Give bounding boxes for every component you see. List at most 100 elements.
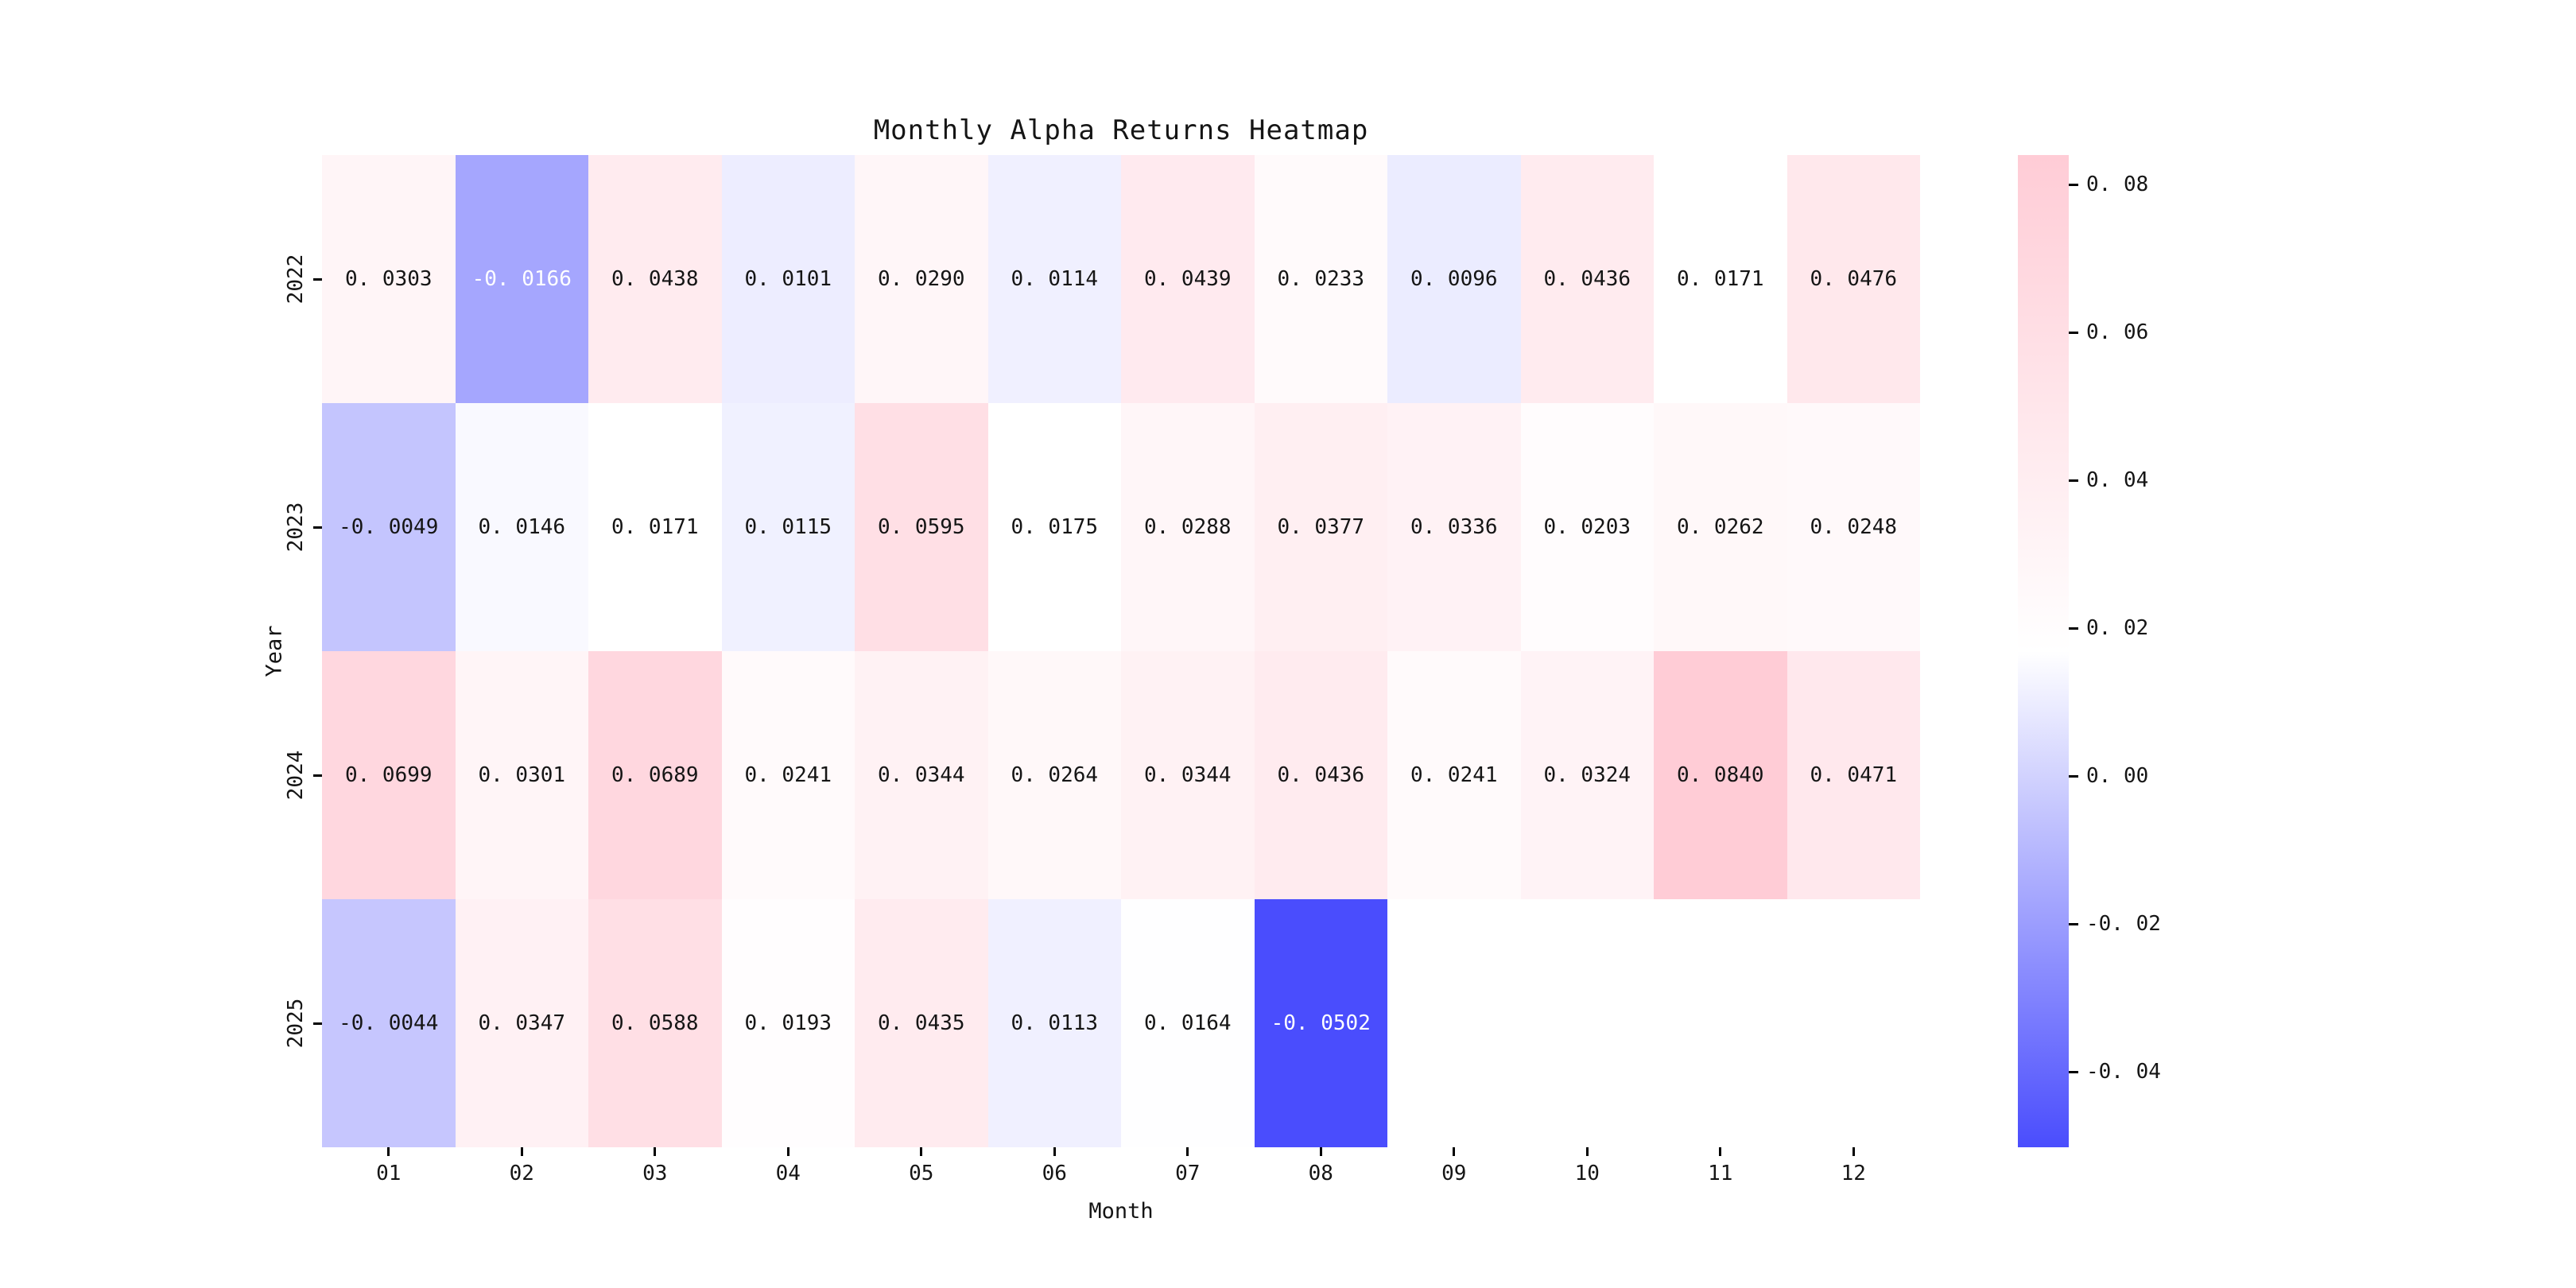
x-tick-label: 01 bbox=[376, 1162, 402, 1185]
colorbar: 0. 08 0. 06 0. 04 0. 02 0. 00 -0. 02 -0. 04 bbox=[2018, 155, 2161, 1147]
heatmap-cell: 0. 0435 bbox=[855, 899, 988, 1147]
colorbar-gradient bbox=[2018, 155, 2069, 1147]
heatmap-cell: 0. 0096 bbox=[1387, 155, 1521, 403]
heatmap-cell: 0. 0303 bbox=[322, 155, 456, 403]
cell-value: 0. 0146 bbox=[478, 515, 566, 539]
heatmap-cell: 0. 0344 bbox=[855, 651, 988, 899]
heatmap-cell: 0. 0164 bbox=[1121, 899, 1255, 1147]
colorbar-tick-label: 0. 00 bbox=[2086, 764, 2149, 789]
x-tick-mark bbox=[1319, 1147, 1322, 1156]
cell-value: -0. 0044 bbox=[339, 1011, 439, 1035]
heatmap-cell: 0. 0301 bbox=[455, 651, 588, 899]
heatmap-cell: 0. 0203 bbox=[1520, 403, 1654, 651]
x-tick-label: 09 bbox=[1441, 1162, 1467, 1185]
cell-value: 0. 0241 bbox=[744, 763, 832, 787]
colorbar-tick-label: 0. 04 bbox=[2086, 468, 2149, 493]
y-tick-mark bbox=[313, 774, 322, 777]
cell-value: 0. 0436 bbox=[1277, 763, 1365, 787]
colorbar-tick-mark bbox=[2069, 627, 2078, 630]
heatmap-cell: 0. 0262 bbox=[1654, 403, 1787, 651]
heatmap-cell: 0. 0588 bbox=[588, 899, 722, 1147]
colorbar-tick-label: 0. 08 bbox=[2086, 173, 2149, 197]
colorbar-tick-label: -0. 04 bbox=[2086, 1060, 2161, 1084]
heatmap-cell: 0. 0241 bbox=[1387, 651, 1521, 899]
x-tick-mark bbox=[1852, 1147, 1855, 1156]
y-tick-mark bbox=[313, 526, 322, 529]
x-axis-label: Month bbox=[1088, 1199, 1154, 1224]
x-tick-label: 06 bbox=[1042, 1162, 1067, 1185]
heatmap-cell: 0. 0595 bbox=[855, 403, 988, 651]
heatmap-cell: 0. 0114 bbox=[987, 155, 1121, 403]
cell-value: 0. 0171 bbox=[611, 515, 699, 539]
cell-value: 0. 0288 bbox=[1143, 515, 1232, 539]
x-tick-mark bbox=[1186, 1147, 1189, 1156]
cell-value: 0. 0115 bbox=[744, 515, 832, 539]
heatmap-cell: -0. 0502 bbox=[1254, 899, 1387, 1147]
cell-value: 0. 0347 bbox=[478, 1011, 566, 1035]
cell-value: 0. 0439 bbox=[1143, 267, 1232, 291]
x-tick-label: 07 bbox=[1175, 1162, 1201, 1185]
x-tick-mark bbox=[920, 1147, 923, 1156]
heatmap-cell: 0. 0689 bbox=[588, 651, 722, 899]
heatmap-cell: 0. 0193 bbox=[721, 899, 855, 1147]
cell-value: -0. 0049 bbox=[339, 515, 439, 539]
cell-value: 0. 0438 bbox=[611, 267, 699, 291]
cell-value: 0. 0301 bbox=[478, 763, 566, 787]
colorbar-tick-mark bbox=[2069, 479, 2078, 482]
x-tick-label: 03 bbox=[642, 1162, 668, 1185]
y-tick-label: 2022 bbox=[284, 254, 308, 305]
colorbar-tick-mark bbox=[2069, 183, 2078, 186]
cell-value: 0. 0101 bbox=[744, 267, 832, 291]
colorbar-tick-mark bbox=[2069, 1070, 2078, 1073]
cell-value: 0. 0377 bbox=[1277, 515, 1365, 539]
cell-value: 0. 0164 bbox=[1143, 1011, 1232, 1035]
cell-value: 0. 0588 bbox=[611, 1011, 699, 1035]
x-tick-label: 05 bbox=[909, 1162, 934, 1185]
x-tick-mark bbox=[1453, 1147, 1456, 1156]
y-tick-label: 2023 bbox=[284, 502, 308, 553]
x-tick-label: 10 bbox=[1574, 1162, 1600, 1185]
heatmap-cell: 0. 0146 bbox=[455, 403, 588, 651]
cell-value: 0. 0175 bbox=[1011, 515, 1099, 539]
heatmap-cell: 0. 0101 bbox=[721, 155, 855, 403]
cell-value: 0. 0113 bbox=[1011, 1011, 1099, 1035]
cell-value: 0. 0241 bbox=[1410, 763, 1498, 787]
cell-value: 0. 0096 bbox=[1410, 267, 1498, 291]
heatmap-cell: 0. 0840 bbox=[1654, 651, 1787, 899]
x-tick-mark bbox=[1053, 1147, 1056, 1156]
y-tick-label: 2024 bbox=[284, 750, 308, 801]
x-tick-mark bbox=[387, 1147, 390, 1156]
cell-value: 0. 0248 bbox=[1810, 515, 1898, 539]
heatmap-cell: 0. 0324 bbox=[1520, 651, 1654, 899]
cell-value: 0. 0114 bbox=[1011, 267, 1099, 291]
x-tick-label: 02 bbox=[509, 1162, 534, 1185]
heatmap-cell: 0. 0175 bbox=[987, 403, 1121, 651]
x-tick-label: 04 bbox=[775, 1162, 801, 1185]
cell-value: 0. 0264 bbox=[1011, 763, 1099, 787]
y-tick-mark bbox=[313, 277, 322, 281]
heatmap-cell: 0. 0115 bbox=[721, 403, 855, 651]
heatmap-cell: 0. 0476 bbox=[1787, 155, 1920, 403]
cell-value: 0. 0471 bbox=[1810, 763, 1898, 787]
cell-value: 0. 0435 bbox=[877, 1011, 965, 1035]
cell-value: 0. 0344 bbox=[1143, 763, 1232, 787]
x-tick-mark bbox=[1585, 1147, 1589, 1156]
heatmap-cell: 0. 0377 bbox=[1254, 403, 1387, 651]
heatmap-cell: -0. 0044 bbox=[322, 899, 456, 1147]
cell-value: 0. 0595 bbox=[877, 515, 965, 539]
cell-value: 0. 0840 bbox=[1676, 763, 1764, 787]
heatmap-cell: 0. 0436 bbox=[1254, 651, 1387, 899]
cell-value: 0. 0689 bbox=[611, 763, 699, 787]
heatmap-grid: 0. 0303 -0. 0166 0. 0438 0. 0101 0. 0290 0. 0… bbox=[322, 155, 1920, 1147]
x-tick-label: 12 bbox=[1841, 1162, 1866, 1185]
x-tick-label: 11 bbox=[1708, 1162, 1733, 1185]
colorbar-tick-label: -0. 02 bbox=[2086, 912, 2161, 937]
heatmap-cell: 0. 0439 bbox=[1121, 155, 1255, 403]
x-tick-mark bbox=[520, 1147, 523, 1156]
heatmap-cell: 0. 0471 bbox=[1787, 651, 1920, 899]
y-tick-mark bbox=[313, 1022, 322, 1025]
heatmap-cell: 0. 0699 bbox=[322, 651, 456, 899]
cell-value: -0. 0166 bbox=[471, 267, 572, 291]
heatmap-cell: 0. 0264 bbox=[987, 651, 1121, 899]
